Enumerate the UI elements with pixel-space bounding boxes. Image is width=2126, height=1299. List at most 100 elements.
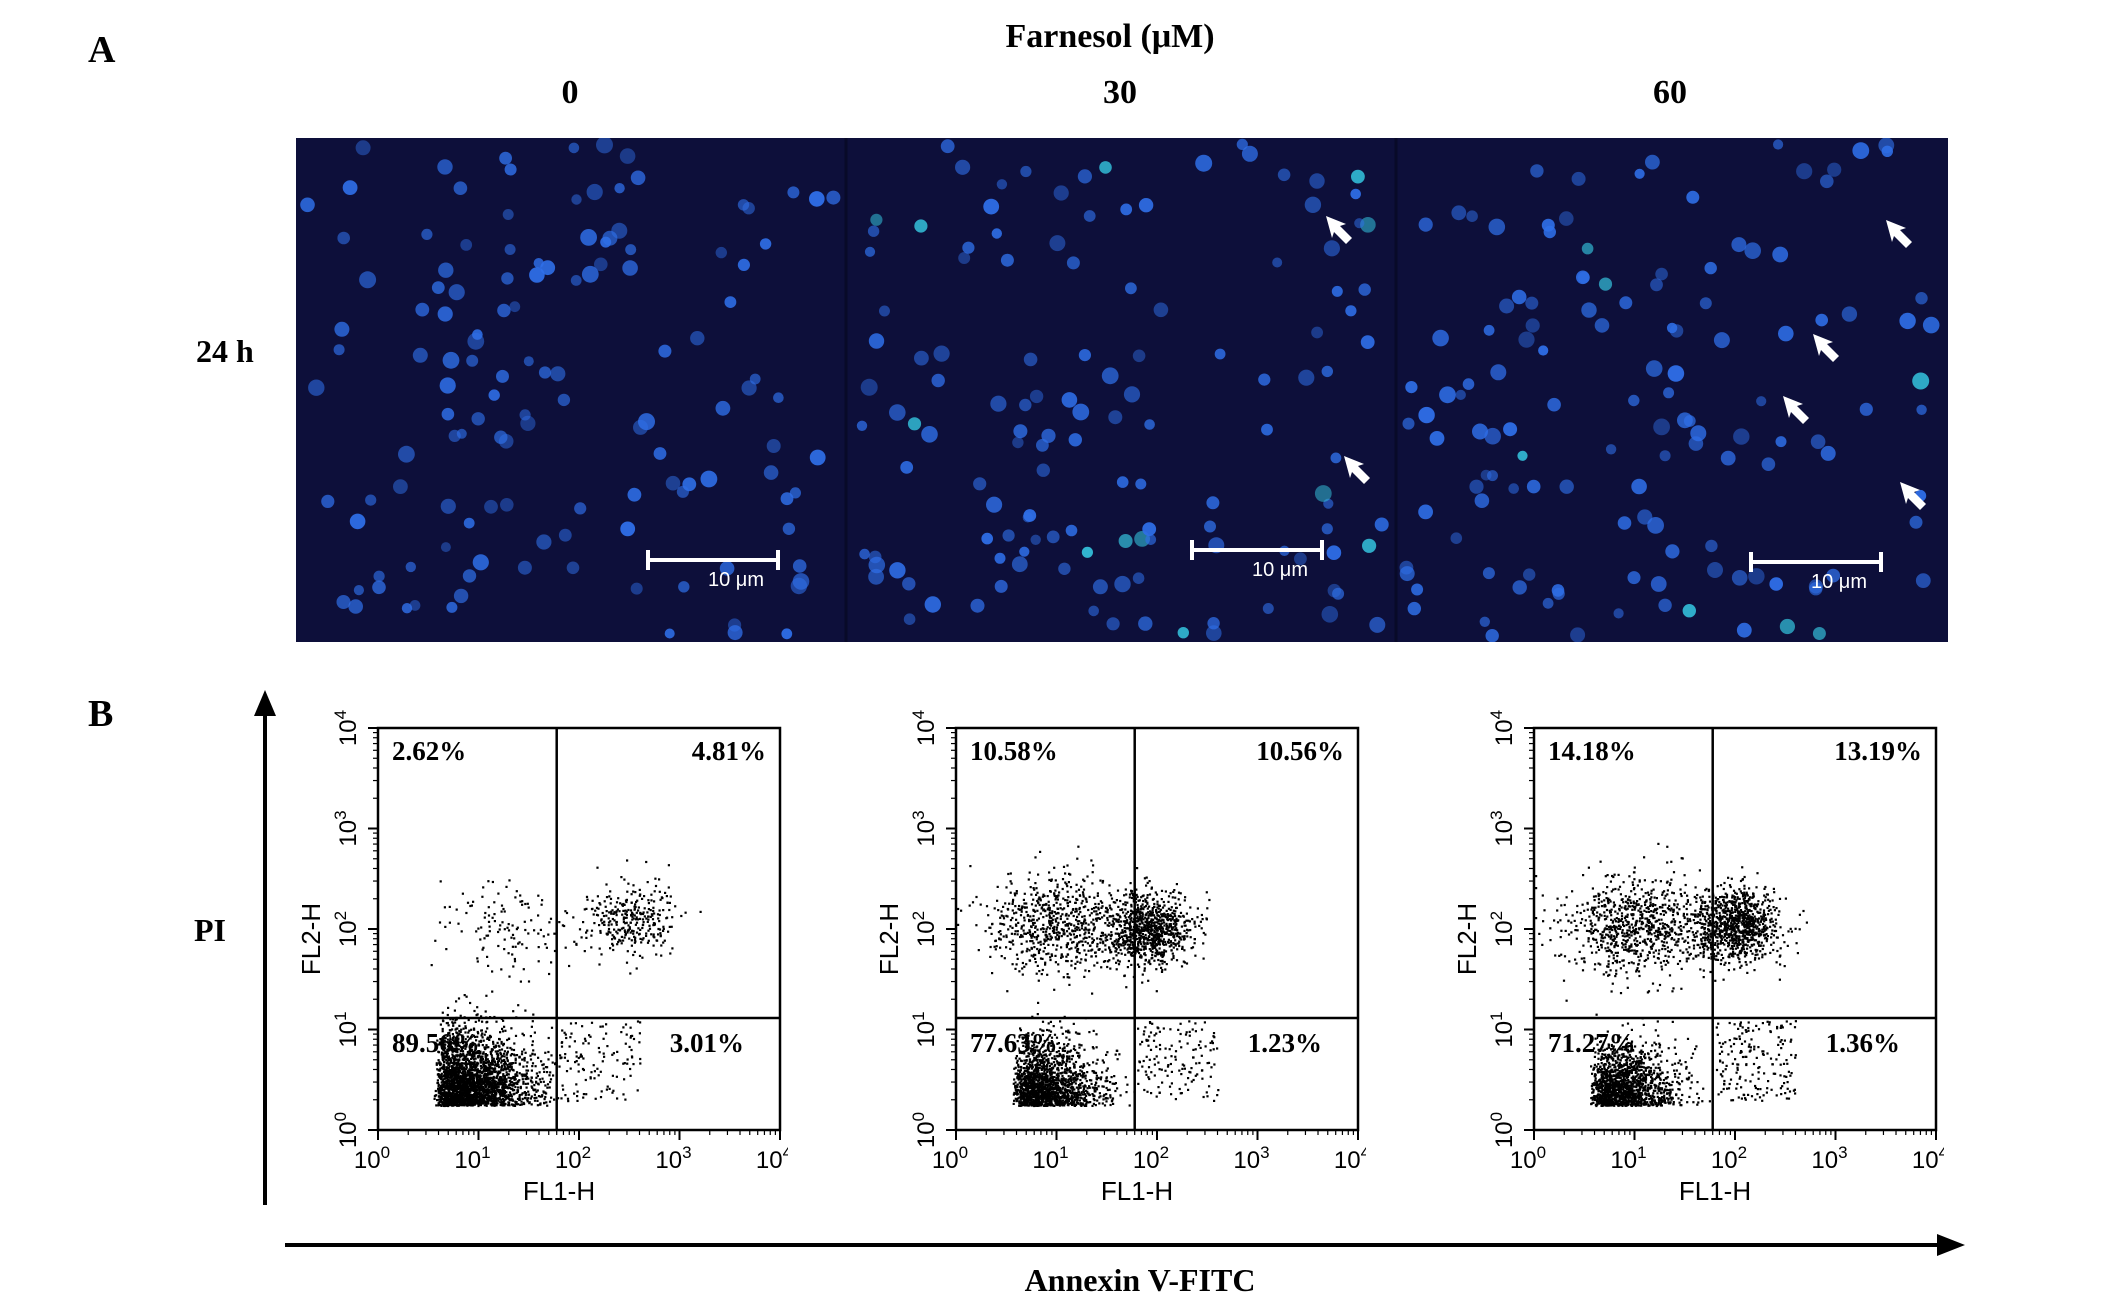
event-point <box>513 937 515 939</box>
event-point <box>482 1044 484 1046</box>
event-point <box>474 1075 476 1077</box>
nucleus <box>1206 496 1219 509</box>
event-point <box>450 1098 452 1100</box>
nucleus <box>1108 410 1122 424</box>
nucleus <box>359 271 376 288</box>
event-point <box>537 895 539 897</box>
event-point <box>523 1103 525 1105</box>
event-point <box>1045 1059 1047 1061</box>
event-point <box>519 901 521 903</box>
event-point <box>1043 1071 1045 1073</box>
event-point <box>1116 1087 1118 1089</box>
event-point <box>446 1022 448 1024</box>
event-point <box>496 1076 498 1078</box>
event-point <box>680 915 682 917</box>
event-point <box>490 1091 492 1093</box>
event-point <box>440 1097 442 1099</box>
nucleus <box>466 355 478 367</box>
nucleus <box>1527 480 1541 494</box>
event-point <box>516 1089 518 1091</box>
event-point <box>483 1046 485 1048</box>
event-point <box>1095 1104 1097 1106</box>
event-point <box>624 912 626 914</box>
x-tick-label: 101 <box>454 1143 490 1174</box>
event-point <box>1018 1078 1020 1080</box>
panel-b-letter: B <box>88 692 113 736</box>
event-point <box>634 908 636 910</box>
event-point <box>603 924 605 926</box>
event-point <box>467 1072 469 1074</box>
event-point <box>626 917 628 919</box>
event-point <box>597 908 599 910</box>
event-point <box>624 934 626 936</box>
nucleus <box>678 581 689 592</box>
nucleus <box>1133 350 1146 363</box>
nucleus <box>1037 464 1050 477</box>
event-point <box>483 1099 485 1101</box>
event-point <box>626 891 628 893</box>
event-point <box>527 1094 529 1096</box>
nucleus <box>869 333 884 348</box>
event-point <box>1034 1059 1036 1061</box>
event-point <box>519 1104 521 1106</box>
event-point <box>1079 1055 1081 1057</box>
nucleus <box>1418 407 1434 423</box>
nucleus <box>499 152 512 165</box>
y-tick-label: 101 <box>331 1011 362 1047</box>
event-point <box>625 1043 627 1045</box>
event-point <box>485 1046 487 1048</box>
event-point <box>453 1101 455 1103</box>
event-point <box>1097 1059 1099 1061</box>
event-point <box>506 1071 508 1073</box>
event-point <box>1046 1068 1048 1070</box>
nucleus <box>1670 324 1683 337</box>
event-point <box>547 1083 549 1085</box>
nucleus <box>810 450 826 466</box>
event-point <box>1117 1058 1119 1060</box>
event-point <box>503 1079 505 1081</box>
nucleus <box>1878 138 1894 153</box>
event-point <box>581 1025 583 1027</box>
nucleus <box>574 502 586 514</box>
event-point <box>516 1082 518 1084</box>
event-point <box>1120 1094 1122 1096</box>
event-point <box>668 909 670 911</box>
event-point <box>662 942 664 944</box>
event-point <box>504 1030 506 1032</box>
event-point <box>484 1053 486 1055</box>
event-point <box>546 1087 548 1089</box>
event-point <box>464 1095 466 1097</box>
nucleus <box>1133 572 1145 584</box>
event-point <box>1088 1064 1090 1066</box>
nucleus <box>536 534 551 549</box>
nucleus <box>1463 378 1475 390</box>
event-point <box>515 1035 517 1037</box>
event-point <box>1081 1091 1083 1093</box>
nucleus <box>625 244 636 255</box>
event-point <box>617 897 619 899</box>
event-point <box>639 1062 641 1064</box>
nucleus <box>1538 345 1548 355</box>
event-point <box>538 946 540 948</box>
event-point <box>473 1063 475 1065</box>
nucleus <box>1499 299 1514 314</box>
event-point <box>512 946 514 948</box>
event-point <box>581 936 583 938</box>
nucleus <box>995 553 1006 564</box>
event-point <box>479 1085 481 1087</box>
event-point <box>657 917 659 919</box>
event-point <box>505 1067 507 1069</box>
event-point <box>444 1071 446 1073</box>
nucleus <box>1780 619 1795 634</box>
event-point <box>636 922 638 924</box>
nucleus <box>1069 433 1082 446</box>
event-point <box>463 1068 465 1070</box>
event-point <box>478 1080 480 1082</box>
event-point <box>453 1096 455 1098</box>
event-point <box>446 1073 448 1075</box>
event-point <box>596 914 598 916</box>
event-point <box>632 891 634 893</box>
event-point <box>508 976 510 978</box>
nucleus <box>1606 444 1616 454</box>
event-point <box>1079 1099 1081 1101</box>
